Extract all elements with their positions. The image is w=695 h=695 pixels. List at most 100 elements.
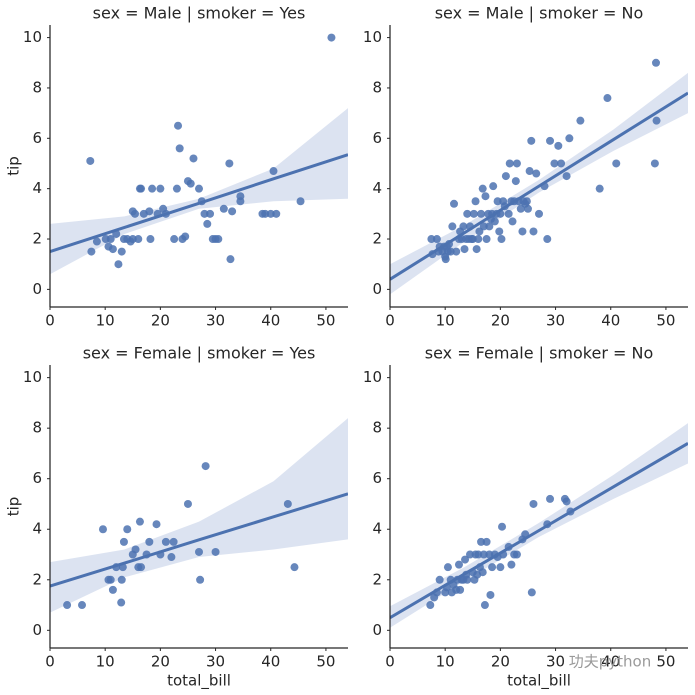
point	[117, 575, 126, 584]
point	[206, 209, 215, 218]
point	[435, 575, 444, 584]
point	[195, 547, 203, 556]
point	[469, 209, 478, 218]
y-tick-label: 8	[372, 419, 382, 437]
x-tick-label: 40	[261, 653, 280, 671]
point	[498, 522, 507, 531]
x-axis-label: total_bill	[507, 672, 571, 691]
point	[529, 499, 538, 508]
point	[471, 197, 480, 206]
x-tick-label: 50	[656, 312, 675, 330]
x-tick-label: 50	[316, 653, 335, 671]
x-tick-label: 40	[601, 653, 620, 671]
y-tick-label: 2	[32, 230, 42, 248]
confidence-band	[50, 108, 348, 275]
point	[117, 247, 126, 256]
confidence-band	[390, 72, 688, 295]
point	[512, 159, 521, 168]
x-tick-label: 20	[491, 653, 510, 671]
regression-line	[390, 91, 688, 281]
y-tick-label: 6	[32, 469, 42, 487]
point	[92, 237, 101, 246]
y-tick-label: 4	[372, 179, 382, 197]
point	[219, 204, 228, 213]
point	[272, 209, 281, 218]
point	[529, 227, 538, 236]
point	[145, 207, 154, 216]
point	[236, 197, 245, 206]
y-tick-label: 10	[23, 28, 42, 46]
y-tick-label: 10	[363, 28, 382, 46]
point	[493, 197, 502, 206]
point	[527, 588, 536, 597]
point	[511, 177, 520, 186]
point	[472, 245, 481, 254]
point	[485, 222, 494, 231]
point	[181, 232, 190, 241]
plot-area	[50, 33, 348, 275]
point	[461, 555, 470, 564]
x-tick-label: 0	[385, 653, 395, 671]
chart-title: sex = Female | smoker = No	[425, 344, 654, 363]
point	[504, 209, 513, 218]
point	[196, 575, 205, 584]
point	[200, 209, 209, 218]
point	[146, 235, 155, 244]
point	[612, 159, 621, 168]
point	[460, 245, 469, 254]
regression-line	[50, 153, 348, 254]
point	[468, 235, 477, 244]
point	[201, 462, 210, 471]
point	[137, 184, 146, 193]
y-tick-label: 4	[32, 520, 42, 538]
point	[137, 563, 146, 572]
point	[463, 209, 472, 218]
x-tick-label: 0	[45, 653, 55, 671]
point	[505, 159, 514, 168]
point	[108, 245, 117, 254]
y-tick-label: 0	[32, 280, 42, 298]
point	[478, 184, 487, 193]
point	[477, 537, 486, 546]
point	[651, 58, 660, 67]
x-tick-label: 30	[546, 312, 565, 330]
point	[512, 550, 521, 559]
point	[134, 235, 143, 244]
point	[161, 537, 170, 546]
point	[145, 537, 154, 546]
point	[562, 497, 571, 506]
point	[169, 537, 178, 546]
point	[595, 184, 604, 193]
y-axis-label: tip	[5, 156, 23, 176]
point	[550, 159, 559, 168]
point	[195, 184, 203, 193]
point	[496, 563, 505, 572]
point	[463, 575, 472, 584]
point	[443, 563, 452, 572]
point	[488, 563, 497, 572]
x-tick-label: 30	[546, 653, 565, 671]
chart-title: sex = Male | smoker = Yes	[93, 4, 306, 23]
point	[479, 550, 488, 559]
point	[186, 179, 195, 188]
y-tick-label: 0	[372, 621, 382, 639]
point	[527, 136, 536, 145]
point	[650, 159, 659, 168]
point	[441, 255, 450, 264]
point	[167, 553, 176, 562]
point	[652, 116, 661, 125]
point	[261, 209, 270, 218]
point	[123, 525, 132, 534]
point	[283, 499, 292, 508]
point	[106, 235, 115, 244]
x-tick-label: 40	[601, 312, 620, 330]
y-tick-label: 0	[32, 621, 42, 639]
point	[474, 235, 483, 244]
point	[450, 199, 459, 208]
plot-area	[390, 58, 688, 295]
point	[532, 169, 541, 178]
point	[427, 235, 436, 244]
x-tick-label: 50	[656, 653, 675, 671]
point	[152, 520, 161, 529]
plot-area	[50, 418, 348, 613]
